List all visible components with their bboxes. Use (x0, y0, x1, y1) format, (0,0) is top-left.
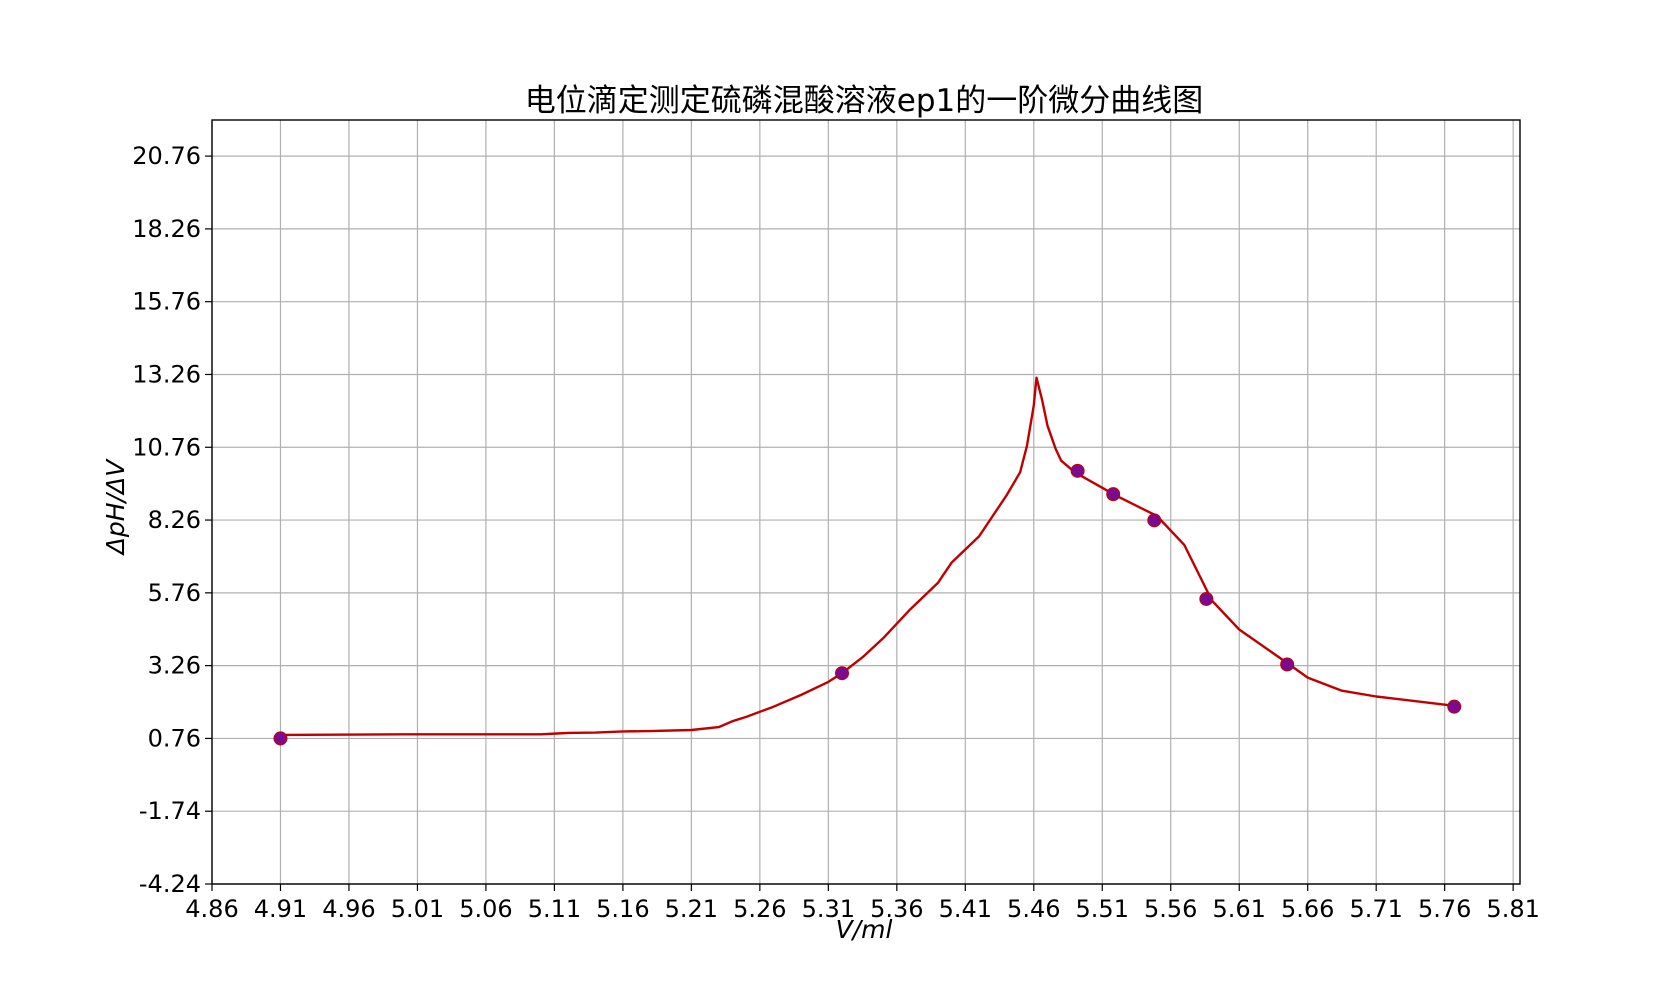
data-point (1106, 487, 1121, 502)
x-tick-label: 5.36 (870, 895, 923, 923)
data-point (1447, 699, 1462, 714)
y-tick-label: 8.26 (148, 506, 201, 534)
grid (211, 120, 1520, 885)
plot-frame (211, 119, 1521, 885)
x-tick-label: 5.16 (596, 895, 649, 923)
x-tick-label: 5.76 (1418, 895, 1471, 923)
chart-title: 电位滴定测定硫磷混酸溶液ep1的一阶微分曲线图 (525, 83, 1203, 119)
x-tick-label: 5.81 (1486, 895, 1539, 923)
x-tick-label: 5.06 (459, 895, 512, 923)
y-tick-label: 18.26 (132, 215, 201, 243)
x-tick-label: 5.21 (665, 895, 718, 923)
data-point (835, 666, 850, 681)
y-tick-label: 13.26 (132, 360, 201, 388)
x-tick-label: 5.71 (1349, 895, 1402, 923)
y-tick-label: 0.76 (148, 724, 201, 752)
x-tick-label: 4.91 (254, 895, 307, 923)
ticks: 4.86 4.91 4.96 5.01 5.06 5.11 5.16 5.21 5.26 5.31… (132, 142, 1540, 923)
y-tick-label: 5.76 (148, 579, 201, 607)
x-tick-label: 5.01 (391, 895, 444, 923)
x-tick-label: 5.41 (939, 895, 992, 923)
x-tick-label: 5.31 (802, 895, 855, 923)
y-axis-title: ΔpH/ΔV (101, 458, 130, 556)
y-tick-label: 10.76 (132, 433, 201, 461)
x-tick-label: 5.56 (1144, 895, 1197, 923)
x-tick-label: 5.51 (1076, 895, 1129, 923)
data-point (1280, 657, 1295, 672)
y-tick-label: -1.74 (139, 797, 201, 825)
data-point (1199, 591, 1214, 606)
x-tick-label: 5.11 (528, 895, 581, 923)
x-tick-label: 5.26 (733, 895, 786, 923)
data-point (1070, 463, 1085, 478)
x-tick-label: 5.66 (1281, 895, 1334, 923)
x-axis-title: V/ml (836, 915, 893, 944)
data-point (273, 731, 288, 746)
derivative-curve (279, 376, 1456, 737)
series-layer (273, 376, 1462, 746)
x-tick-label: 5.61 (1213, 895, 1266, 923)
y-tick-label: -4.24 (139, 870, 201, 898)
y-tick-label: 20.76 (132, 142, 201, 170)
y-tick-label: 15.76 (132, 288, 201, 316)
y-tick-label: 3.26 (148, 652, 201, 680)
x-tick-label: 4.86 (185, 895, 238, 923)
x-tick-label: 5.46 (1007, 895, 1060, 923)
x-tick-label: 4.96 (322, 895, 375, 923)
data-point (1147, 513, 1162, 528)
